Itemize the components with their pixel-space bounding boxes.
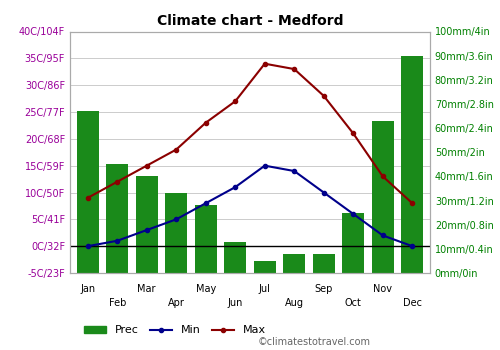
Text: Jun: Jun: [228, 298, 243, 308]
Bar: [194, 205, 217, 273]
Bar: [254, 261, 276, 273]
Text: Jan: Jan: [80, 284, 96, 294]
Bar: [76, 111, 99, 273]
Text: Sep: Sep: [314, 284, 333, 294]
Bar: [372, 121, 394, 273]
Bar: [136, 176, 158, 273]
Bar: [312, 254, 335, 273]
Title: Climate chart - Medford: Climate chart - Medford: [157, 14, 343, 28]
Text: May: May: [196, 284, 216, 294]
Text: Apr: Apr: [168, 298, 184, 308]
Text: Oct: Oct: [345, 298, 362, 308]
Bar: [106, 164, 128, 273]
Text: Nov: Nov: [374, 284, 392, 294]
Text: Feb: Feb: [108, 298, 126, 308]
Text: Jul: Jul: [259, 284, 270, 294]
Bar: [283, 254, 306, 273]
Bar: [165, 193, 188, 273]
Text: Mar: Mar: [138, 284, 156, 294]
Bar: [401, 56, 423, 273]
Text: Dec: Dec: [403, 298, 422, 308]
Bar: [224, 241, 246, 273]
Text: Aug: Aug: [285, 298, 304, 308]
Bar: [342, 213, 364, 273]
Legend: Prec, Min, Max: Prec, Min, Max: [79, 321, 270, 340]
Text: ©climatestotravel.com: ©climatestotravel.com: [257, 337, 370, 347]
